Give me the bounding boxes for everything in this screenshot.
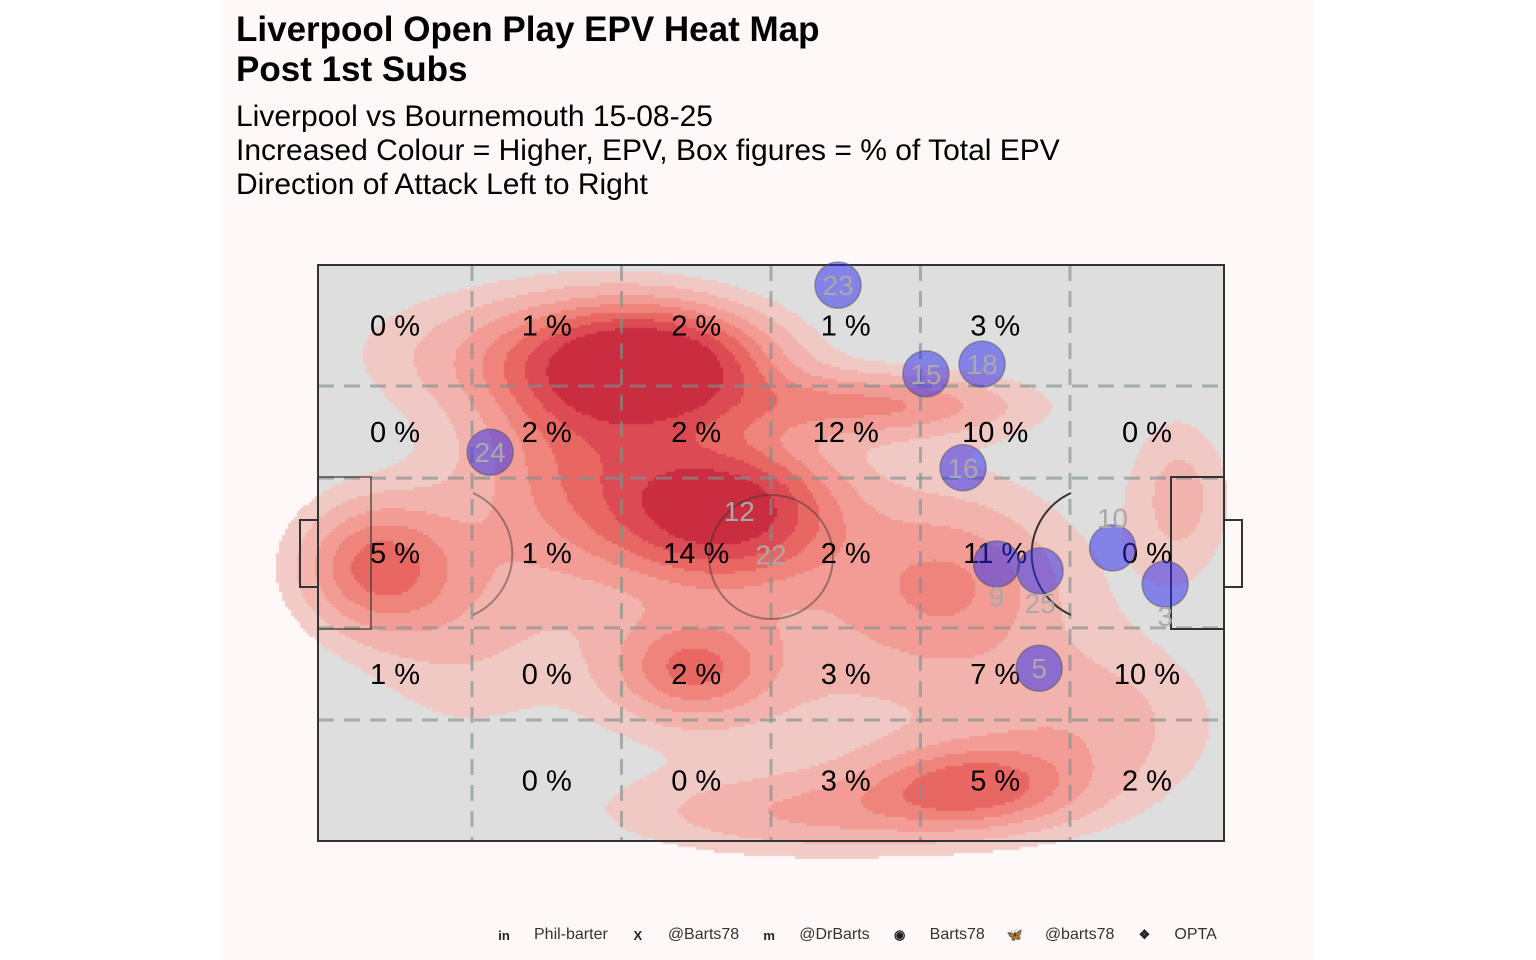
player-circle <box>902 350 950 398</box>
zone-percent-label: 0 % <box>671 766 721 798</box>
footer-credits: in Phil-barter X @Barts78 m @DrBarts ◉ Barts78 🦋… <box>496 926 1239 944</box>
player-circle <box>1016 547 1064 595</box>
player-marker: 10 <box>1088 503 1137 572</box>
footer-credit-text: OPTA <box>1174 926 1217 943</box>
epv-heatmap <box>0 230 1536 910</box>
player-circle <box>814 261 862 309</box>
player-marker: 22 <box>755 540 786 571</box>
zone-percent-label: 12 % <box>813 417 879 449</box>
zone-percent-label: 1 % <box>522 538 572 570</box>
player-number: 12 <box>724 496 755 527</box>
chart-title-line2: Post 1st Subs <box>236 50 468 89</box>
player-marker: 3 <box>1141 560 1189 632</box>
centre-circle <box>708 494 834 620</box>
zone-percent-label: 10 % <box>962 417 1028 449</box>
chart-subtitle-match: Liverpool vs Bournemouth 15-08-25 <box>236 100 713 133</box>
player-number: 24 <box>475 437 506 468</box>
player-number: 18 <box>967 349 998 380</box>
player-circle <box>1088 524 1137 572</box>
chart-title: Liverpool Open Play EPV Heat Map <box>236 10 820 49</box>
player-number: 25 <box>1025 588 1056 619</box>
player-number: 3 <box>1157 601 1173 632</box>
player-marker: 5 <box>1015 644 1063 692</box>
zone-percent-label: 3 % <box>821 659 871 691</box>
zone-percent-label: 0 % <box>370 417 420 449</box>
x-twitter-icon: X <box>633 927 643 943</box>
zone-percent-label: 10 % <box>1114 659 1180 691</box>
zone-percent-label: 5 % <box>370 538 420 570</box>
player-marker: 25 <box>1016 547 1064 619</box>
player-number: 23 <box>822 270 853 301</box>
github-icon: ◉ <box>894 927 906 942</box>
zone-percent-label: 5 % <box>970 766 1020 798</box>
player-circle <box>1015 644 1063 692</box>
chart-subtitle-direction: Direction of Attack Left to Right <box>236 168 648 201</box>
left-goal <box>299 519 319 588</box>
zone-percent-label: 3 % <box>821 766 871 798</box>
zone-percent-label: 0 % <box>522 766 572 798</box>
footer-credit-text: @barts78 <box>1044 926 1115 943</box>
player-marker: 24 <box>466 428 514 476</box>
zone-percent-label: 0 % <box>522 659 572 691</box>
player-circle <box>958 340 1006 388</box>
player-number: 5 <box>1031 653 1047 684</box>
player-marker: 18 <box>958 340 1006 388</box>
zone-percent-label: 0 % <box>370 310 420 342</box>
pitch: 0 % 1 % 2 % 1 % 3 % 0 % 2 % 2 % 12 % 10 % 0 % 5 % 1 … <box>299 261 1243 842</box>
player-number: 15 <box>910 359 941 390</box>
player-marker: 9 <box>972 540 1021 612</box>
zone-percent-label: 2 % <box>821 538 871 570</box>
player-number: 10 <box>1097 503 1128 534</box>
player-marker: 23 <box>814 261 862 309</box>
zone-percent-label: 14 % <box>663 538 729 570</box>
zone-percent-label: 3 % <box>970 310 1020 342</box>
zone-percent-label: 2 % <box>1122 766 1172 798</box>
zone-percent-label: 2 % <box>522 417 572 449</box>
right-penalty-area <box>1170 476 1225 630</box>
left-d-arc <box>472 492 514 616</box>
footer-credit-text: @Barts78 <box>667 926 740 943</box>
player-number: 22 <box>755 540 786 571</box>
footer-credit-text: @DrBarts <box>799 926 870 943</box>
right-goal <box>1223 519 1243 588</box>
player-circle <box>939 444 987 492</box>
zone-percent-label: 1 % <box>522 310 572 342</box>
linkedin-icon: in <box>498 927 510 943</box>
zone-percent-label: 1 % <box>821 310 871 342</box>
dropbox-icon: ❖ <box>1138 927 1151 942</box>
player-marker: 12 <box>724 496 755 527</box>
player-number: 16 <box>947 453 978 484</box>
mastodon-icon: m <box>763 927 775 943</box>
zone-percent-label: 7 % <box>970 659 1020 691</box>
player-marker: 15 <box>902 350 950 398</box>
bluesky-icon: 🦋 <box>1006 927 1023 942</box>
zone-percent-label: 0 % <box>1122 417 1172 449</box>
zone-percent-label: 2 % <box>671 659 721 691</box>
chart-subtitle-legend: Increased Colour = Higher, EPV, Box figu… <box>236 134 1060 167</box>
zone-percent-label: 1 % <box>370 659 420 691</box>
player-circle <box>1141 560 1189 608</box>
zone-percent-label: 2 % <box>671 417 721 449</box>
player-circle <box>466 428 514 476</box>
zone-percent-label: 2 % <box>671 310 721 342</box>
footer-credit-text: Phil-barter <box>534 926 608 943</box>
player-marker: 16 <box>939 444 987 492</box>
footer-credit-text: Barts78 <box>929 926 985 943</box>
player-number: 9 <box>989 581 1005 612</box>
left-penalty-area <box>317 476 372 630</box>
